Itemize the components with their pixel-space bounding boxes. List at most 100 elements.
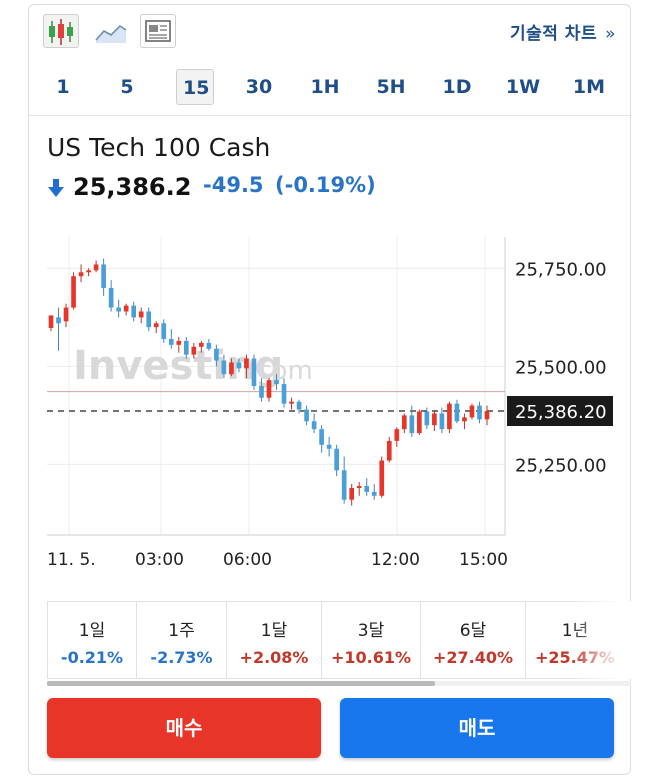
candle bbox=[56, 317, 61, 324]
performance-item[interactable]: 3달 +10.61% bbox=[321, 601, 421, 679]
down-arrow-icon bbox=[48, 179, 64, 197]
divider bbox=[29, 115, 630, 116]
technical-chart-link[interactable]: 기술적 차트 » bbox=[510, 19, 616, 44]
technical-chart-label: 기술적 차트 bbox=[509, 24, 598, 44]
performance-item[interactable]: 1일 -0.21% bbox=[47, 601, 137, 679]
sell-button[interactable]: 매도 bbox=[340, 698, 614, 758]
candle bbox=[161, 323, 167, 339]
price-change: -49.5 bbox=[203, 173, 264, 197]
x-tick-label: 12:00 bbox=[371, 550, 420, 570]
candle bbox=[214, 348, 219, 361]
performance-period: 1주 bbox=[168, 621, 195, 641]
candle bbox=[379, 460, 385, 496]
x-tick-label: 11. 5. bbox=[47, 550, 96, 570]
candle bbox=[123, 305, 129, 312]
candle bbox=[281, 384, 287, 404]
performance-period: 1일 bbox=[78, 621, 106, 641]
candle bbox=[439, 413, 445, 430]
candle bbox=[78, 272, 84, 277]
candle bbox=[63, 307, 69, 322]
candle bbox=[221, 360, 227, 375]
candle bbox=[93, 264, 99, 271]
candle bbox=[153, 323, 159, 328]
timeframe-5[interactable]: 5 bbox=[120, 76, 134, 98]
candle bbox=[116, 307, 121, 312]
chart-toolbar: 기술적 차트 » bbox=[29, 5, 630, 61]
last-price: 25,386.2 bbox=[73, 173, 192, 201]
current-price-tag bbox=[507, 396, 613, 427]
candle bbox=[371, 491, 377, 496]
candle bbox=[334, 448, 339, 471]
candle bbox=[484, 411, 490, 420]
candle bbox=[191, 346, 197, 355]
candlestick-chart-icon[interactable] bbox=[43, 14, 79, 48]
candle bbox=[146, 311, 152, 328]
candle bbox=[432, 413, 437, 426]
candle bbox=[364, 485, 370, 492]
candle bbox=[319, 429, 324, 445]
candle bbox=[244, 358, 249, 369]
candle bbox=[266, 380, 272, 398]
candle bbox=[401, 415, 407, 430]
scroll-fade bbox=[571, 601, 631, 679]
timeframe-1W[interactable]: 1W bbox=[505, 76, 541, 98]
candle bbox=[251, 358, 257, 386]
x-tick-label: 03:00 bbox=[135, 550, 184, 570]
candle bbox=[138, 311, 144, 318]
candle bbox=[424, 411, 430, 426]
candle bbox=[341, 470, 347, 500]
overview-icon[interactable] bbox=[140, 14, 176, 48]
buy-button[interactable]: 매수 bbox=[47, 698, 321, 758]
timeframe-30[interactable]: 30 bbox=[245, 76, 273, 98]
scrollbar-thumb[interactable] bbox=[47, 681, 435, 686]
area-chart-icon[interactable] bbox=[93, 14, 129, 48]
timeframe-1[interactable]: 1 bbox=[56, 76, 70, 98]
candle bbox=[462, 417, 467, 422]
candle bbox=[394, 429, 400, 441]
performance-strip[interactable]: 1일 -0.21% 1주 -2.73% 1달 +2.08% 3달 +10.61% 6달 +27.4… bbox=[47, 601, 631, 685]
current-price-label: 25,386.20 bbox=[515, 402, 607, 423]
price-chart[interactable]: Investing.com25,750.0025,500.0025,250.00… bbox=[29, 231, 629, 576]
performance-value: -2.73% bbox=[150, 648, 213, 667]
candle bbox=[274, 380, 279, 385]
timeframe-5H[interactable]: 5H bbox=[376, 76, 406, 98]
candle bbox=[108, 287, 114, 308]
candle bbox=[326, 444, 332, 449]
timeframe-1D[interactable]: 1D bbox=[442, 76, 472, 98]
performance-value: -0.21% bbox=[60, 648, 124, 667]
candle bbox=[131, 305, 137, 318]
x-tick-label: 15:00 bbox=[459, 550, 508, 570]
timeframe-15[interactable]: 15 bbox=[176, 69, 214, 105]
candle bbox=[477, 405, 482, 420]
watermark: .com bbox=[249, 356, 313, 386]
instrument-name: US Tech 100 Cash bbox=[47, 133, 271, 162]
candle bbox=[206, 342, 212, 349]
candle bbox=[86, 270, 91, 273]
candle bbox=[417, 411, 422, 434]
performance-value: +2.08% bbox=[239, 648, 309, 667]
x-tick-label: 06:00 bbox=[223, 550, 272, 570]
timeframe-selector: 1 5 15 30 1H 5H 1D 1W 1M bbox=[29, 67, 630, 111]
double-chevron-right-icon: » bbox=[605, 24, 616, 44]
candle bbox=[176, 340, 182, 345]
candle bbox=[296, 401, 302, 410]
candle bbox=[356, 485, 362, 488]
timeframe-1M[interactable]: 1M bbox=[572, 76, 606, 98]
performance-scrollbar[interactable] bbox=[47, 681, 631, 686]
candle bbox=[48, 315, 54, 328]
candle bbox=[469, 405, 475, 418]
candle bbox=[386, 440, 392, 461]
candle bbox=[349, 487, 355, 500]
candle bbox=[183, 340, 189, 355]
performance-item[interactable]: 6달 +27.40% bbox=[420, 601, 526, 679]
candle bbox=[409, 415, 415, 434]
candle bbox=[259, 386, 264, 398]
performance-item[interactable]: 1주 -2.73% bbox=[136, 601, 227, 679]
performance-period: 6달 bbox=[459, 621, 487, 641]
candle bbox=[447, 403, 452, 430]
candle bbox=[101, 264, 106, 288]
performance-item[interactable]: 1달 +2.08% bbox=[226, 601, 322, 679]
timeframe-1H[interactable]: 1H bbox=[310, 76, 340, 98]
performance-period: 3달 bbox=[357, 621, 385, 641]
candle bbox=[304, 409, 309, 422]
